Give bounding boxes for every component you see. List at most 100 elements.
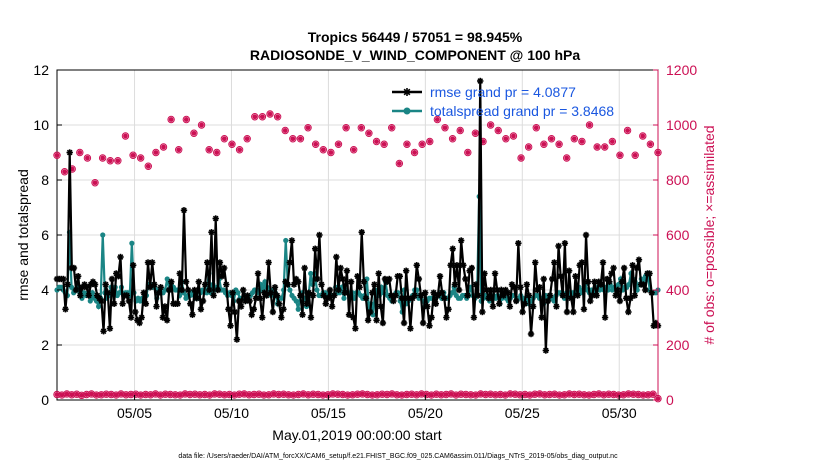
- rmse-point: [178, 286, 186, 294]
- rmse-point-stroke: [371, 281, 378, 288]
- obs-possible-marker: [213, 148, 221, 157]
- obs-assimilated-marker-stroke: [640, 133, 646, 139]
- rmse-point-stroke: [430, 289, 437, 296]
- rmse-point: [438, 289, 446, 296]
- rmse-point-stroke: [278, 314, 285, 321]
- rmse-point-stroke: [151, 281, 158, 288]
- obs-assimilated-marker-stroke: [473, 392, 478, 398]
- right-tick-label: 600: [666, 227, 690, 243]
- obs-assimilated-marker-stroke: [54, 392, 60, 397]
- obs-possible-marker: [365, 129, 373, 137]
- rmse-point: [223, 281, 230, 288]
- obs-assimilated-marker-stroke: [419, 391, 424, 397]
- obs-assimilated-marker-stroke: [182, 391, 188, 397]
- rmse-point-stroke: [456, 287, 462, 293]
- rmse-point-stroke: [325, 295, 331, 302]
- obs-assimilated-marker: [286, 392, 291, 398]
- rmse-point-stroke: [401, 320, 407, 326]
- obs-assimilated-marker: [389, 125, 395, 131]
- rmse-point: [140, 289, 147, 296]
- rmse-point: [525, 292, 533, 299]
- obs-possible-marker: [296, 135, 305, 143]
- rmse-point: [584, 278, 592, 285]
- obs-possible-marker: [486, 121, 495, 129]
- rmse-point: [256, 295, 264, 302]
- obs-possible-marker: [456, 126, 464, 135]
- obs-assimilated-marker-stroke: [64, 391, 70, 397]
- obs-assimilated-marker-stroke: [271, 391, 277, 397]
- left-tick-label: 0: [41, 392, 49, 408]
- rmse-point-stroke: [221, 265, 228, 271]
- obs-assimilated-marker: [438, 392, 444, 398]
- obs-assimilated-marker: [145, 163, 151, 169]
- obs-assimilated-marker-stroke: [549, 136, 554, 142]
- rmse-point-stroke: [341, 289, 348, 296]
- rmse-point: [625, 308, 632, 316]
- rmse-point-stroke: [583, 232, 589, 238]
- obs-possible-marker: [273, 113, 282, 121]
- rmse-point: [449, 245, 456, 252]
- rmse-point: [542, 347, 550, 354]
- rmse-point: [578, 259, 586, 266]
- rmse-point: [612, 292, 619, 299]
- obs-assimilated-marker-stroke: [493, 392, 498, 398]
- rmse-point-stroke: [390, 298, 397, 304]
- rmse-point-stroke: [153, 303, 160, 310]
- obs-possible-marker: [349, 146, 358, 154]
- rmse-point-stroke: [327, 287, 333, 293]
- rmse-point: [316, 231, 323, 239]
- obs-assimilated-marker: [206, 147, 212, 153]
- rmse-point: [324, 295, 332, 302]
- obs-assimilated-marker-stroke: [89, 391, 94, 397]
- obs-assimilated-marker-stroke: [511, 133, 516, 139]
- obs-possible-marker: [517, 154, 525, 162]
- rmse-point: [369, 289, 376, 296]
- obs-assimilated-marker-stroke: [351, 147, 356, 153]
- obs-assimilated-marker: [587, 122, 592, 128]
- rmse-point-stroke: [92, 281, 98, 288]
- rmse-point-stroke: [231, 309, 238, 315]
- rmse-point: [377, 303, 384, 310]
- obs-assimilated-marker: [427, 139, 433, 144]
- obs-assimilated-marker-stroke: [62, 169, 67, 175]
- rmse-point: [299, 311, 306, 318]
- rmse-point: [468, 264, 475, 272]
- rmse-point: [460, 262, 467, 269]
- rmse-point: [193, 295, 200, 302]
- legend-spread-label: totalspread grand pr = 3.8468: [430, 103, 614, 119]
- obs-assimilated-marker-stroke: [335, 391, 341, 397]
- rmse-point: [244, 292, 251, 299]
- rmse-point-stroke: [454, 262, 460, 269]
- rmse-point: [430, 289, 437, 296]
- rmse-point: [568, 295, 575, 302]
- obs-assimilated-marker-stroke: [237, 147, 242, 153]
- obs-possible-marker: [388, 124, 396, 132]
- rmse-point-stroke: [168, 278, 175, 285]
- rmse-point-stroke: [162, 303, 168, 310]
- obs-assimilated-marker-stroke: [586, 392, 592, 398]
- obs-possible-marker: [243, 135, 251, 143]
- rmse-point-stroke: [312, 245, 319, 252]
- obs-possible-marker: [53, 151, 61, 159]
- rmse-point-stroke: [437, 273, 443, 280]
- obs-assimilated-marker-stroke: [473, 130, 478, 136]
- rmse-point-stroke: [159, 314, 166, 321]
- obs-assimilated-marker-stroke: [495, 128, 501, 133]
- rmse-point-stroke: [513, 298, 520, 304]
- rmse-point-stroke: [280, 306, 287, 313]
- rmse-point: [553, 303, 560, 310]
- obs-assimilated-marker: [625, 128, 630, 133]
- x-axis: 05/05 05/10 05/15 05/20 05/25 05/30: [117, 395, 637, 421]
- obs-assimilated-marker-stroke: [359, 125, 364, 131]
- obs-assimilated-marker-stroke: [399, 392, 405, 398]
- rmse-point: [428, 314, 435, 321]
- obs-assimilated-marker: [650, 391, 656, 397]
- rmse-point: [462, 275, 469, 283]
- spread-point: [116, 290, 122, 296]
- rmse-point-stroke: [198, 306, 204, 313]
- rmse-point-stroke: [138, 314, 145, 321]
- rmse-point: [400, 319, 408, 327]
- obs-assimilated-marker-stroke: [355, 391, 360, 397]
- obs-assimilated-marker-stroke: [556, 141, 562, 147]
- obs-assimilated-marker-stroke: [412, 150, 417, 155]
